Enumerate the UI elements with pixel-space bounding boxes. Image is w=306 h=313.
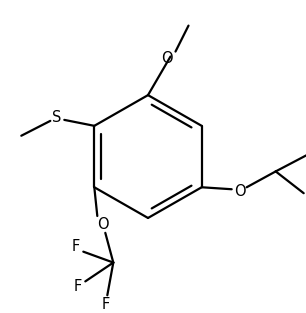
Text: O: O	[98, 218, 109, 233]
Text: S: S	[52, 110, 61, 126]
Text: F: F	[71, 239, 80, 254]
Text: F: F	[101, 297, 110, 312]
Text: F: F	[73, 279, 81, 294]
Text: O: O	[161, 51, 172, 66]
Text: O: O	[234, 184, 245, 199]
